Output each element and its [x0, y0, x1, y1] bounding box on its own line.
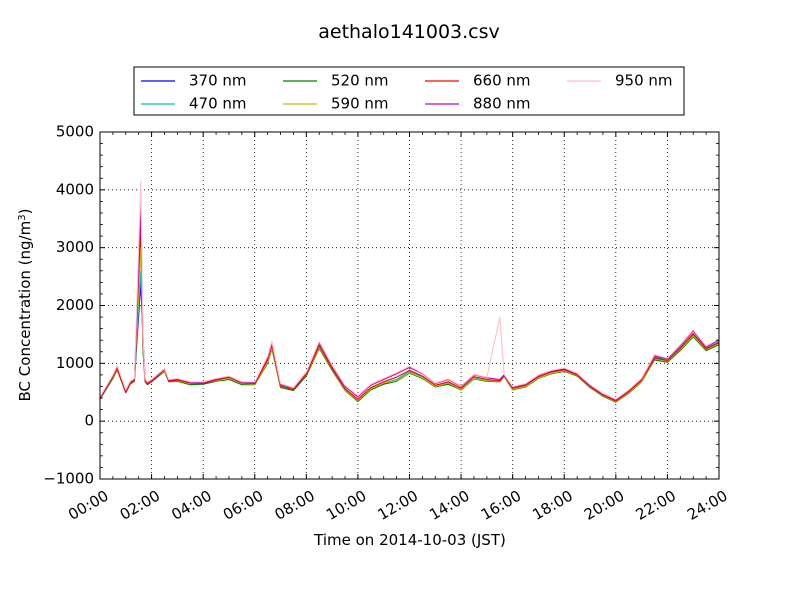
y-tick-label: 3000 — [56, 238, 94, 256]
legend: 370 nm 470 nm 520 nm 590 nm 660 nm 880 nm 950 … — [133, 66, 685, 116]
chart-title: aethalo141003.csv — [318, 21, 500, 43]
x-axis-label: Time on 2014-10-03 (JST) — [313, 531, 506, 549]
y-axis-label-superscript: 3 — [17, 214, 28, 220]
legend-label: 370 nm — [189, 72, 247, 90]
legend-box — [133, 66, 685, 116]
y-tick-label: 0 — [84, 412, 94, 430]
y-tick-label: 5000 — [56, 123, 94, 141]
legend-label: 950 nm — [615, 72, 673, 90]
legend-label: 590 nm — [331, 95, 389, 113]
y-axis-label-close: ) — [16, 209, 34, 215]
y-tick-label: 1000 — [56, 354, 94, 372]
legend-label: 660 nm — [473, 72, 531, 90]
legend-items: 370 nm 470 nm 520 nm 590 nm 660 nm 880 nm 950 … — [141, 72, 673, 113]
y-axis-label: BC Concentration (ng/m3) — [16, 209, 34, 402]
y-tick-label: −1000 — [43, 470, 94, 488]
y-tick-labels: −1000 0 1000 2000 3000 4000 5000 — [43, 123, 94, 488]
tick-layer — [99, 131, 720, 480]
y-tick-label: 4000 — [56, 180, 94, 198]
series-line-950-nm — [99, 180, 720, 400]
series-layer — [99, 180, 720, 403]
legend-label: 470 nm — [189, 95, 247, 113]
y-axis-label-main: BC Concentration (ng/m — [16, 221, 34, 402]
legend-label: 880 nm — [473, 95, 531, 113]
y-tick-label: 2000 — [56, 296, 94, 314]
series-line-660-nm — [99, 218, 720, 402]
legend-label: 520 nm — [331, 72, 389, 90]
